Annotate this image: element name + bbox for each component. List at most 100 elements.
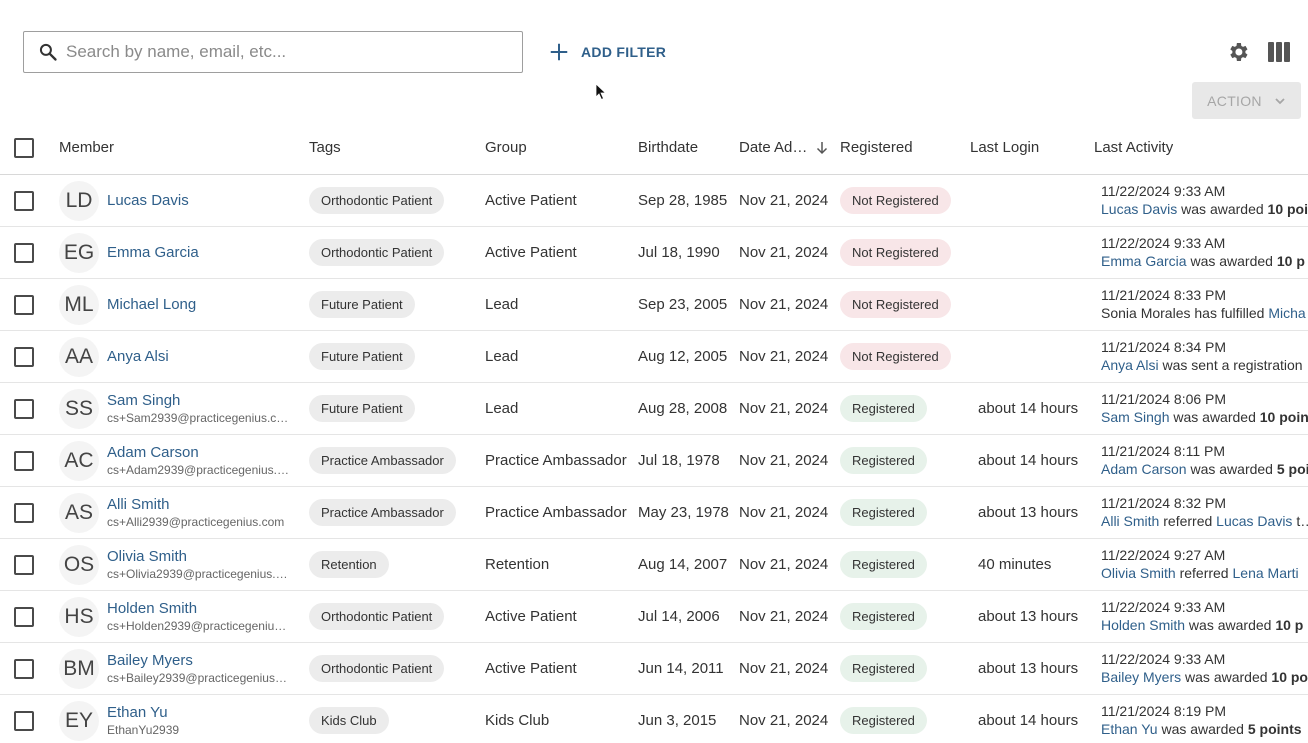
- activity-object[interactable]: Lena Marti: [1232, 565, 1299, 581]
- member-name-link[interactable]: Emma Garcia: [107, 244, 199, 261]
- row-checkbox[interactable]: [14, 658, 34, 679]
- tags-cell: Practice Ambassador: [309, 487, 456, 538]
- row-checkbox[interactable]: [14, 190, 34, 211]
- row-select-cell: [14, 695, 34, 743]
- activity-line: Alli Smith referred Lucas Davis t…: [1101, 512, 1308, 531]
- activity-subject[interactable]: Alli Smith: [1101, 513, 1160, 529]
- member-name-link[interactable]: Adam Carson: [107, 444, 199, 461]
- last-activity-cell: 11/21/2024 8:33 PM Sonia Morales has ful…: [1101, 279, 1308, 330]
- member-name-link[interactable]: Sam Singh: [107, 392, 181, 409]
- table-row[interactable]: HS Holden Smith cs+Holden2939@practicege…: [0, 591, 1308, 643]
- member-name-link[interactable]: Michael Long: [107, 296, 197, 313]
- member-name-link[interactable]: Bailey Myers: [107, 652, 193, 669]
- row-select-cell: [14, 435, 34, 486]
- tags-cell: Retention: [309, 539, 389, 590]
- activity-subject[interactable]: Lucas Davis: [1101, 201, 1178, 217]
- activity-object[interactable]: Micha: [1268, 305, 1306, 321]
- table-row[interactable]: SS Sam Singh cs+Sam2939@practicegenius.c…: [0, 383, 1308, 435]
- activity-text: was sent a registration: [1158, 357, 1303, 373]
- avatar: AC: [59, 440, 99, 481]
- table-row[interactable]: AC Adam Carson cs+Adam2939@practicegeniu…: [0, 435, 1308, 487]
- last-activity-cell: 11/22/2024 9:33 AM Emma Garcia was award…: [1101, 227, 1308, 278]
- birthdate-cell: Jul 14, 2006: [638, 608, 720, 625]
- search-input[interactable]: [66, 42, 486, 62]
- registered-cell: Registered: [840, 695, 927, 743]
- table-row[interactable]: AA Anya Alsi Future Patient Lead Aug 12,…: [0, 331, 1308, 383]
- table-row[interactable]: EG Emma Garcia Orthodontic Patient Activ…: [0, 227, 1308, 279]
- gear-icon[interactable]: [1226, 40, 1250, 64]
- last-activity-cell: 11/21/2024 8:06 PM Sam Singh was awarded…: [1101, 383, 1308, 434]
- tags-cell: Orthodontic Patient: [309, 227, 445, 278]
- activity-subject[interactable]: Olivia Smith: [1101, 565, 1176, 581]
- status-badge: Not Registered: [840, 187, 951, 214]
- birthdate-cell: Jul 18, 1978: [638, 452, 720, 469]
- row-checkbox[interactable]: [14, 242, 34, 263]
- activity-object: 10 poi: [1267, 201, 1308, 217]
- member-name-link[interactable]: Olivia Smith: [107, 548, 188, 565]
- activity-subject[interactable]: Anya Alsi: [1101, 357, 1159, 373]
- date-added-cell: Nov 21, 2024: [739, 244, 829, 261]
- activity-text: was awarded: [1185, 617, 1276, 633]
- table-row[interactable]: EY Ethan Yu EthanYu2939 Kids Club Kids C…: [0, 695, 1308, 743]
- activity-subject[interactable]: Emma Garcia: [1101, 253, 1187, 269]
- birthdate-cell: Sep 23, 2005: [638, 296, 728, 313]
- member-cell: AS Alli Smith cs+Alli2939@practicegenius…: [59, 487, 299, 538]
- row-checkbox[interactable]: [14, 450, 34, 471]
- activity-object: 5 poi: [1276, 461, 1308, 477]
- activity-subject[interactable]: Bailey Myers: [1101, 669, 1182, 685]
- birthdate-cell: Aug 12, 2005: [638, 348, 728, 365]
- activity-object: 10 poin: [1259, 409, 1308, 425]
- header-birthdate[interactable]: Birthdate: [638, 139, 699, 156]
- status-badge: Registered: [840, 707, 927, 734]
- row-checkbox[interactable]: [14, 398, 34, 419]
- table-row[interactable]: BM Bailey Myers cs+Bailey2939@practicege…: [0, 643, 1308, 695]
- member-name-link[interactable]: Lucas Davis: [107, 192, 189, 209]
- row-checkbox[interactable]: [14, 606, 34, 627]
- table-row[interactable]: ML Michael Long Future Patient Lead Sep …: [0, 279, 1308, 331]
- member-name-link[interactable]: Ethan Yu: [107, 704, 168, 721]
- table-row[interactable]: AS Alli Smith cs+Alli2939@practicegenius…: [0, 487, 1308, 539]
- tag-chip: Practice Ambassador: [309, 499, 456, 526]
- select-all-checkbox[interactable]: [14, 137, 34, 158]
- date-added-cell: Nov 21, 2024: [739, 348, 829, 365]
- activity-object[interactable]: Lucas Davis: [1216, 513, 1293, 529]
- header-last-login[interactable]: Last Login: [970, 139, 1040, 156]
- header-date-added-label: Date Ad…: [739, 139, 808, 156]
- last-login-cell: about 14 hours: [978, 712, 1079, 729]
- tags-cell: Future Patient: [309, 331, 415, 382]
- header-group[interactable]: Group: [485, 139, 527, 156]
- table-row[interactable]: OS Olivia Smith cs+Olivia2939@practicege…: [0, 539, 1308, 591]
- search-box[interactable]: [23, 31, 523, 73]
- header-date-added[interactable]: Date Ad…: [739, 121, 829, 174]
- action-button[interactable]: ACTION: [1192, 82, 1301, 119]
- activity-text: was awarded: [1186, 461, 1277, 477]
- table-row[interactable]: LD Lucas Davis Orthodontic Patient Activ…: [0, 175, 1308, 227]
- date-added-cell: Nov 21, 2024: [739, 660, 829, 677]
- header-registered[interactable]: Registered: [840, 139, 913, 156]
- activity-subject[interactable]: Adam Carson: [1101, 461, 1187, 477]
- group-cell: Lead: [485, 400, 519, 417]
- last-login-cell: about 13 hours: [978, 504, 1079, 521]
- row-checkbox[interactable]: [14, 554, 34, 575]
- member-name-link[interactable]: Holden Smith: [107, 600, 198, 617]
- header-last-activity[interactable]: Last Activity: [1094, 139, 1174, 156]
- header-tags[interactable]: Tags: [309, 139, 341, 156]
- add-filter-button[interactable]: ADD FILTER: [548, 38, 666, 66]
- activity-subject[interactable]: Holden Smith: [1101, 617, 1186, 633]
- row-checkbox[interactable]: [14, 294, 34, 315]
- row-checkbox[interactable]: [14, 502, 34, 523]
- row-checkbox[interactable]: [14, 346, 34, 367]
- member-name-link[interactable]: Alli Smith: [107, 496, 170, 513]
- avatar: EG: [59, 232, 99, 273]
- registered-cell: Not Registered: [840, 331, 951, 382]
- row-checkbox[interactable]: [14, 710, 34, 731]
- columns-icon[interactable]: [1268, 42, 1290, 62]
- activity-subject[interactable]: Ethan Yu: [1101, 721, 1158, 737]
- row-select-cell: [14, 487, 34, 538]
- tags-cell: Future Patient: [309, 383, 415, 434]
- activity-line: Bailey Myers was awarded 10 po: [1101, 668, 1308, 687]
- member-name-link[interactable]: Anya Alsi: [107, 348, 169, 365]
- column-bar: [1268, 42, 1274, 62]
- activity-subject[interactable]: Sam Singh: [1101, 409, 1170, 425]
- header-member[interactable]: Member: [59, 139, 115, 156]
